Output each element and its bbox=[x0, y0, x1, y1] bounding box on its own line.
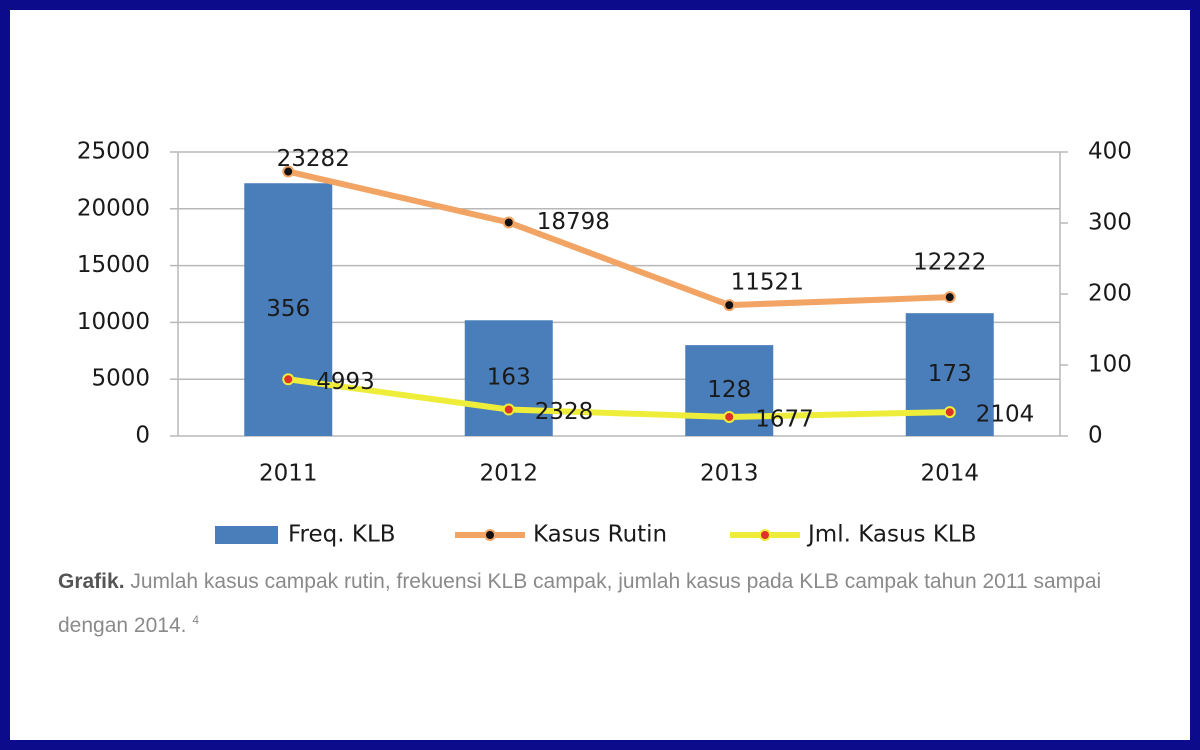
line-label: 18798 bbox=[537, 209, 610, 235]
legend-swatch bbox=[215, 526, 278, 544]
line-marker bbox=[282, 373, 295, 386]
x-tick-label: 2013 bbox=[700, 461, 759, 487]
bar-label: 356 bbox=[266, 296, 310, 322]
y-tick-label: 20000 bbox=[77, 195, 150, 221]
line-marker bbox=[943, 291, 956, 304]
line-marker bbox=[943, 406, 956, 419]
legend-marker bbox=[759, 529, 771, 541]
y2-tick-label: 300 bbox=[1088, 210, 1132, 236]
line-marker bbox=[282, 165, 295, 178]
legend-label: Freq. KLB bbox=[288, 522, 396, 548]
y2-tick-label: 0 bbox=[1088, 423, 1103, 449]
y-tick-label: 5000 bbox=[91, 366, 150, 392]
line-marker bbox=[502, 216, 515, 229]
line-marker bbox=[723, 410, 736, 423]
line-label: 12222 bbox=[913, 250, 986, 276]
x-tick-label: 2014 bbox=[920, 461, 979, 487]
caption-sup: 4 bbox=[192, 613, 199, 627]
y-tick-label: 25000 bbox=[77, 139, 150, 165]
line-label: 2328 bbox=[535, 399, 594, 425]
y-tick-label: 15000 bbox=[77, 252, 150, 278]
line bbox=[287, 376, 950, 420]
line-marker bbox=[502, 403, 515, 416]
y2-tick-label: 400 bbox=[1088, 139, 1132, 165]
bar bbox=[464, 320, 553, 436]
caption-text: Jumlah kasus campak rutin, frekuensi KLB… bbox=[58, 570, 1102, 637]
caption: Grafik. Jumlah kasus campak rutin, freku… bbox=[58, 563, 1118, 645]
y2-tick-label: 200 bbox=[1088, 281, 1132, 307]
chart: 0 5000 10000 15000 20000 25000 0 100 200 300 400 20… bbox=[77, 139, 1132, 548]
x-tick-label: 2012 bbox=[479, 461, 538, 487]
y-tick-label: 10000 bbox=[77, 309, 150, 335]
bar bbox=[244, 183, 333, 436]
bar-label: 128 bbox=[707, 377, 751, 403]
line-label: 2104 bbox=[976, 402, 1035, 428]
line-label: 1677 bbox=[755, 406, 814, 432]
bar-label: 163 bbox=[487, 365, 531, 391]
legend-marker bbox=[484, 529, 496, 541]
line-label: 4993 bbox=[316, 369, 375, 395]
line-marker bbox=[723, 299, 736, 312]
line-label: 11521 bbox=[731, 270, 804, 296]
legend-label: Kasus Rutin bbox=[533, 522, 667, 548]
caption-label: Grafik. bbox=[58, 570, 125, 593]
y-tick-label: 0 bbox=[135, 423, 150, 449]
x-tick-label: 2011 bbox=[259, 461, 318, 487]
line bbox=[287, 168, 950, 309]
line-label: 23282 bbox=[277, 146, 350, 172]
y2-tick-label: 100 bbox=[1088, 352, 1132, 378]
bar-label: 173 bbox=[928, 361, 972, 387]
legend-label: Jml. Kasus KLB bbox=[806, 522, 977, 548]
